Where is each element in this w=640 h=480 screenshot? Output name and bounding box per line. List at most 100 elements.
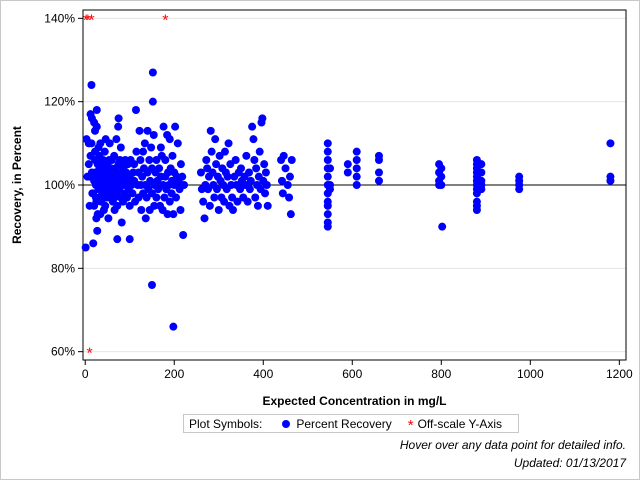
- recovery-point[interactable]: [260, 160, 269, 169]
- recovery-point[interactable]: [155, 164, 164, 173]
- recovery-point[interactable]: [169, 210, 178, 219]
- recovery-point[interactable]: [287, 156, 296, 164]
- recovery-point[interactable]: [242, 151, 251, 160]
- recovery-point[interactable]: [285, 193, 294, 202]
- recovery-point[interactable]: [352, 181, 361, 189]
- recovery-point[interactable]: [220, 147, 229, 156]
- offscale-point[interactable]: *: [85, 12, 91, 29]
- recovery-point[interactable]: [92, 106, 101, 114]
- recovery-point[interactable]: [243, 197, 252, 206]
- recovery-point[interactable]: [323, 210, 332, 219]
- recovery-point[interactable]: [251, 193, 260, 202]
- recovery-point[interactable]: [477, 168, 486, 177]
- recovery-point[interactable]: [281, 164, 290, 173]
- recovery-point[interactable]: [165, 135, 174, 144]
- recovery-point[interactable]: [343, 160, 352, 169]
- recovery-point[interactable]: [139, 147, 148, 156]
- recovery-point[interactable]: [278, 189, 287, 198]
- recovery-point[interactable]: [156, 143, 165, 152]
- recovery-point[interactable]: [159, 122, 168, 131]
- recovery-point[interactable]: [250, 156, 259, 164]
- recovery-point[interactable]: [176, 160, 185, 169]
- recovery-point[interactable]: [200, 214, 209, 223]
- recovery-point[interactable]: [606, 139, 615, 148]
- recovery-point[interactable]: [135, 126, 144, 135]
- recovery-point[interactable]: [100, 147, 109, 156]
- recovery-point[interactable]: [113, 235, 122, 244]
- recovery-point[interactable]: [173, 139, 182, 148]
- recovery-point[interactable]: [104, 214, 113, 223]
- recovery-point[interactable]: [224, 139, 233, 148]
- recovery-point[interactable]: [515, 185, 524, 194]
- recovery-point[interactable]: [374, 156, 383, 164]
- recovery-point[interactable]: [168, 151, 177, 160]
- recovery-point[interactable]: [110, 151, 119, 160]
- recovery-point[interactable]: [277, 176, 286, 185]
- recovery-point[interactable]: [152, 193, 161, 202]
- recovery-point[interactable]: [246, 176, 255, 185]
- recovery-point[interactable]: [145, 156, 154, 164]
- recovery-point[interactable]: [92, 122, 101, 131]
- recovery-point[interactable]: [141, 214, 150, 223]
- recovery-point[interactable]: [180, 181, 189, 189]
- recovery-point[interactable]: [165, 197, 174, 206]
- recovery-point[interactable]: [211, 135, 220, 144]
- recovery-point[interactable]: [116, 143, 125, 152]
- recovery-point[interactable]: [231, 156, 240, 164]
- recovery-point[interactable]: [279, 151, 288, 160]
- recovery-point[interactable]: [125, 235, 134, 244]
- recovery-point[interactable]: [283, 181, 292, 189]
- recovery-point[interactable]: [437, 172, 446, 181]
- recovery-point[interactable]: [323, 156, 332, 164]
- recovery-point[interactable]: [258, 114, 267, 123]
- recovery-point[interactable]: [323, 172, 332, 181]
- recovery-point[interactable]: [148, 68, 157, 77]
- recovery-point[interactable]: [199, 197, 208, 206]
- recovery-point[interactable]: [437, 164, 446, 173]
- recovery-point[interactable]: [143, 126, 152, 135]
- recovery-point[interactable]: [207, 147, 216, 156]
- offscale-point[interactable]: *: [87, 346, 93, 363]
- recovery-point[interactable]: [205, 201, 214, 210]
- recovery-point[interactable]: [437, 181, 446, 189]
- recovery-point[interactable]: [176, 206, 185, 214]
- recovery-point[interactable]: [323, 201, 332, 210]
- recovery-point[interactable]: [130, 160, 139, 169]
- recovery-point[interactable]: [352, 147, 361, 156]
- recovery-point[interactable]: [210, 193, 219, 202]
- recovery-point[interactable]: [252, 164, 261, 173]
- recovery-point[interactable]: [132, 147, 141, 156]
- recovery-point[interactable]: [323, 222, 332, 231]
- recovery-point[interactable]: [374, 176, 383, 185]
- offscale-point[interactable]: *: [88, 12, 94, 29]
- recovery-point[interactable]: [202, 156, 211, 164]
- recovery-point[interactable]: [161, 156, 170, 164]
- recovery-point[interactable]: [263, 201, 272, 210]
- recovery-point[interactable]: [261, 168, 270, 177]
- recovery-point[interactable]: [253, 201, 262, 210]
- recovery-point[interactable]: [249, 135, 258, 144]
- recovery-point[interactable]: [237, 164, 246, 173]
- recovery-point[interactable]: [223, 172, 232, 181]
- recovery-point[interactable]: [131, 106, 140, 114]
- offscale-point[interactable]: *: [83, 12, 89, 29]
- recovery-point[interactable]: [343, 168, 352, 177]
- recovery-point[interactable]: [178, 172, 187, 181]
- recovery-point[interactable]: [214, 206, 223, 214]
- recovery-point[interactable]: [255, 147, 264, 156]
- recovery-point[interactable]: [149, 131, 158, 139]
- offscale-point[interactable]: *: [162, 12, 168, 29]
- recovery-point[interactable]: [179, 231, 188, 239]
- recovery-point[interactable]: [477, 160, 486, 169]
- recovery-point[interactable]: [87, 139, 96, 148]
- recovery-point[interactable]: [89, 239, 98, 248]
- recovery-point[interactable]: [148, 97, 157, 106]
- recovery-point[interactable]: [326, 164, 335, 173]
- recovery-point[interactable]: [84, 160, 93, 169]
- recovery-point[interactable]: [245, 168, 254, 177]
- recovery-point[interactable]: [169, 322, 178, 331]
- recovery-point[interactable]: [262, 181, 271, 189]
- recovery-point[interactable]: [326, 185, 335, 194]
- recovery-point[interactable]: [150, 201, 159, 210]
- recovery-point[interactable]: [248, 122, 257, 131]
